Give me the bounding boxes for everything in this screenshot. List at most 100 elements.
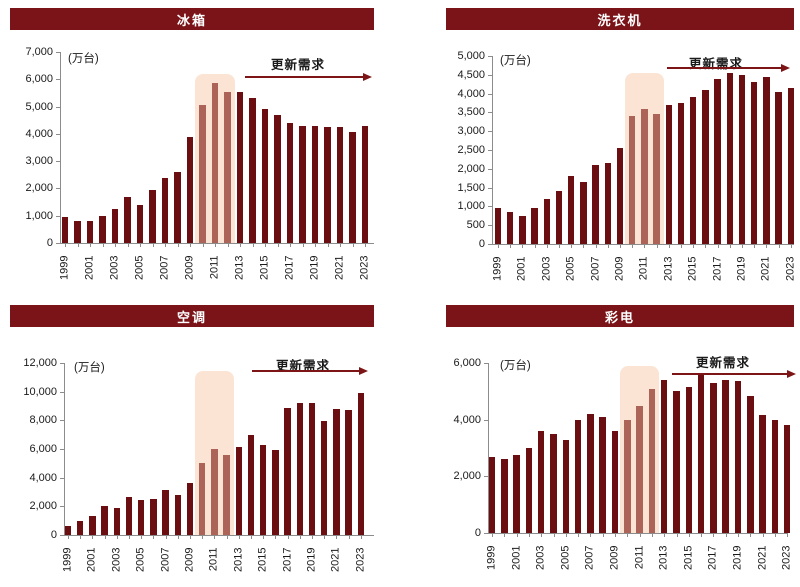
bar-2018 <box>299 125 306 243</box>
x-axis-tick <box>750 534 752 537</box>
y-tick-label: 0 <box>478 238 485 250</box>
bar-2015 <box>261 109 269 243</box>
x-axis-tick <box>92 536 94 539</box>
y-tick-label: 6,000 <box>453 357 481 369</box>
refrigerator-chart-plot: 0 1,000 2,000 3,000 4,000 5,000 6,000 7,000 1999… <box>0 0 400 295</box>
bar-2011 <box>641 108 648 244</box>
x-axis-tick <box>541 534 543 537</box>
bar-2001 <box>89 515 96 535</box>
bar-2006 <box>150 499 157 535</box>
bar-2012 <box>224 91 231 243</box>
y-axis-tick <box>56 133 60 135</box>
x-tick-label: 2005 <box>134 547 147 572</box>
y-axis-tick <box>60 506 64 508</box>
bar-2000 <box>506 212 514 244</box>
x-axis-tick <box>277 244 279 247</box>
y-axis-tick <box>60 391 64 393</box>
x-tick-label: 2005 <box>564 256 577 281</box>
x-axis-tick <box>742 245 743 248</box>
x-axis-tick <box>644 245 646 248</box>
y-tick-label: 1,000 <box>457 200 485 213</box>
x-axis-line <box>492 244 794 245</box>
x-tick-label: 2003 <box>534 545 547 570</box>
x-axis-tick <box>553 534 555 537</box>
bar-2021 <box>763 76 770 244</box>
bar-2011 <box>636 405 643 533</box>
x-tick-label: 2019 <box>735 256 748 281</box>
x-tick-label: 2013 <box>233 255 246 280</box>
chart-title: 空调 <box>176 309 207 325</box>
y-axis-tick <box>484 533 488 534</box>
y-axis-tick <box>56 79 60 81</box>
bar-2003 <box>113 508 121 535</box>
y-axis-tick <box>56 106 60 108</box>
x-axis-tick <box>327 244 329 247</box>
air-conditioner-chart-plot: 0 2,000 4,000 6,000 8,000 10,000 12,000 1999 200… <box>0 295 400 587</box>
x-tick-label: 2001 <box>515 256 528 281</box>
x-axis-tick <box>116 536 118 539</box>
annotation-label: 更新需求 <box>270 58 325 72</box>
bar-2017 <box>284 408 291 535</box>
y-axis-tick <box>488 112 492 114</box>
y-tick-label: 2,000 <box>29 500 57 513</box>
bar-2023 <box>787 87 795 244</box>
bar-2018 <box>296 403 304 535</box>
x-axis-tick <box>602 534 604 537</box>
x-axis-tick <box>360 536 362 539</box>
bar-2004 <box>125 497 133 535</box>
bar-2008 <box>604 163 612 244</box>
x-axis-tick <box>639 534 641 537</box>
tv-chart-plot: 0 2,000 4,000 6,000 1999 2001 2003 2005 2007 2009… <box>400 295 800 587</box>
bar-2011 <box>211 83 219 243</box>
x-axis-tick <box>68 536 69 539</box>
annotation-label: 更新需求 <box>688 57 743 71</box>
x-tick-label: 2003 <box>540 256 553 281</box>
bar-2007 <box>161 177 169 243</box>
bar-2012 <box>648 388 656 533</box>
x-axis-tick <box>701 534 703 537</box>
x-axis-tick <box>615 534 616 537</box>
replacement-demand-arrow <box>672 373 788 375</box>
bar-2017 <box>286 122 294 243</box>
bar-2003 <box>537 431 545 533</box>
arrow-right-icon <box>359 366 368 375</box>
chart-panel-refrigerator: 冰箱 0 1,000 2,000 3,000 4,000 5,000 6,000 7,000 1… <box>0 0 400 295</box>
y-axis-tick <box>60 420 64 422</box>
x-axis-tick <box>738 534 739 537</box>
x-tick-label: 2013 <box>657 545 670 570</box>
x-axis-tick <box>504 534 506 537</box>
bar-2022 <box>345 410 352 535</box>
x-axis-tick <box>595 245 597 248</box>
x-axis-tick <box>516 534 518 537</box>
x-axis-tick <box>275 536 277 539</box>
x-tick-label: 2001 <box>85 547 98 572</box>
x-tick-label: 2011 <box>633 545 646 570</box>
x-axis-tick <box>202 244 204 247</box>
y-axis-tick <box>488 131 492 133</box>
x-axis-tick <box>299 536 301 539</box>
y-axis-tick <box>60 363 64 364</box>
y-axis-tick <box>60 477 64 479</box>
x-axis-tick <box>498 245 499 248</box>
x-axis-tick <box>177 244 179 247</box>
x-axis-line <box>488 533 788 534</box>
bar-2004 <box>555 191 563 244</box>
bar-2014 <box>247 435 255 535</box>
x-axis-tick <box>226 536 228 539</box>
y-axis-tick <box>60 535 64 536</box>
x-tick-label: 2013 <box>232 547 245 572</box>
bar-2014 <box>673 391 680 533</box>
bar-2004 <box>124 196 131 243</box>
y-tick-label: 4,500 <box>457 68 485 81</box>
chart-title: 冰箱 <box>176 12 207 28</box>
x-tick-label: 2007 <box>158 255 171 280</box>
bar-2018 <box>722 380 729 533</box>
y-tick-label: 12,000 <box>23 357 57 369</box>
x-axis-tick <box>287 536 289 539</box>
x-tick-label: 2019 <box>308 255 321 280</box>
x-axis-tick <box>102 244 104 247</box>
x-axis-tick <box>165 536 167 539</box>
bar-2008 <box>174 494 182 535</box>
bar-1999 <box>61 217 69 243</box>
y-axis-line <box>488 363 489 533</box>
